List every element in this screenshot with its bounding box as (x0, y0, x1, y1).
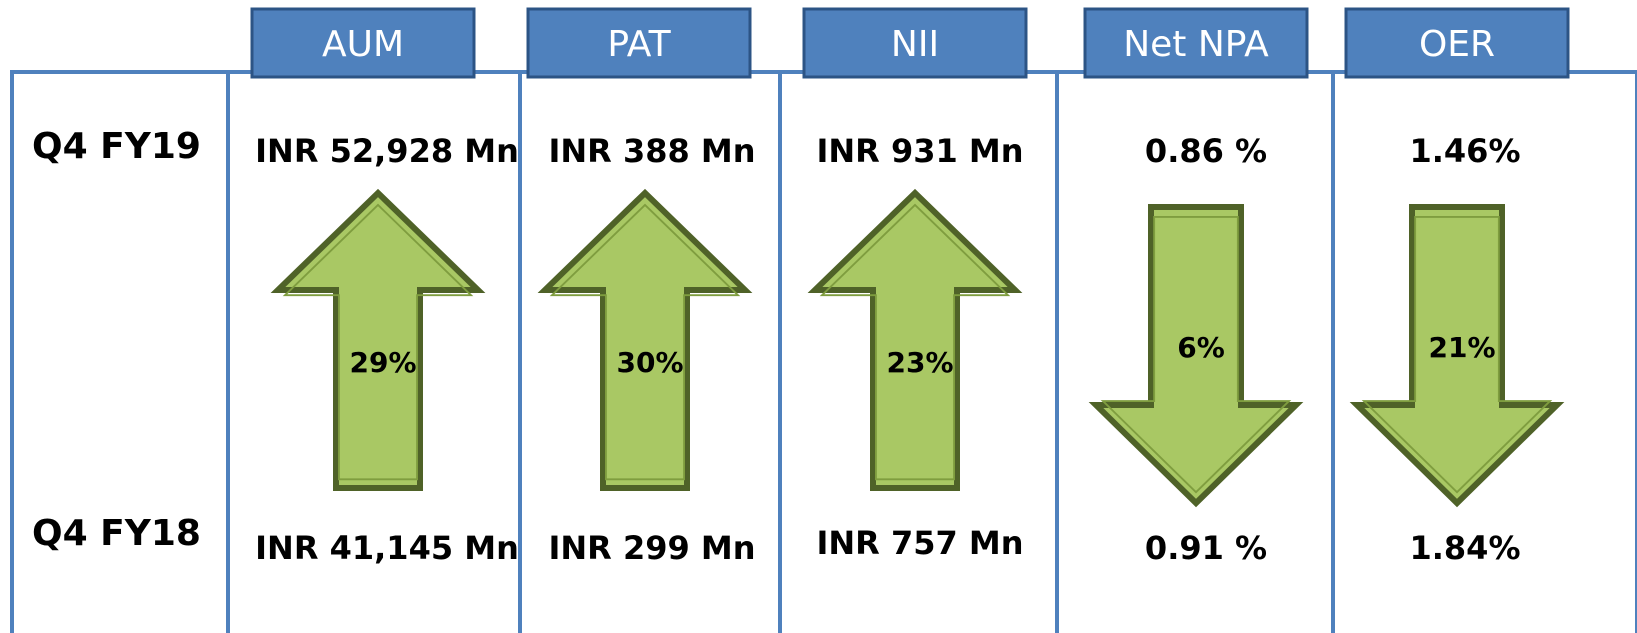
change-value: 23% (886, 346, 953, 379)
header-label: AUM (322, 24, 404, 65)
change-value: 29% (349, 346, 416, 379)
header-label: Net NPA (1123, 24, 1269, 65)
header-label: PAT (607, 24, 671, 65)
previous-value: 1.84% (1409, 529, 1520, 567)
change-arrow (1349, 204, 1565, 508)
arrow-bevel (1100, 216, 1292, 494)
change-arrow (807, 188, 1023, 491)
header-tab (802, 7, 1028, 79)
header-tab (1083, 7, 1309, 79)
header-tab (526, 7, 752, 79)
change-arrow (270, 188, 486, 491)
header-tab (250, 7, 476, 79)
current-value: 0.86 % (1145, 132, 1267, 170)
header-label: OER (1419, 24, 1495, 65)
previous-value: INR 41,145 Mn (255, 529, 519, 567)
header-tab (1344, 7, 1570, 79)
arrow-bevel (819, 203, 1011, 481)
change-arrow (1088, 204, 1304, 508)
current-value: INR 388 Mn (548, 132, 755, 170)
arrow-bevel (1361, 216, 1553, 494)
previous-value: 0.91 % (1145, 529, 1267, 567)
arrow-bevel (282, 203, 474, 481)
change-value: 21% (1428, 331, 1495, 364)
previous-value: INR 757 Mn (816, 524, 1023, 562)
current-value: INR 52,928 Mn (255, 132, 519, 170)
row-label: Q4 FY19 (32, 126, 201, 167)
change-value: 30% (616, 346, 683, 379)
header-label: NII (891, 24, 939, 65)
current-value: INR 931 Mn (816, 132, 1023, 170)
arrow-bevel (549, 203, 741, 481)
change-arrow (537, 188, 753, 491)
current-value: 1.46% (1409, 132, 1520, 170)
row-label: Q4 FY18 (32, 513, 201, 554)
change-value: 6% (1177, 331, 1225, 364)
previous-value: INR 299 Mn (548, 529, 755, 567)
